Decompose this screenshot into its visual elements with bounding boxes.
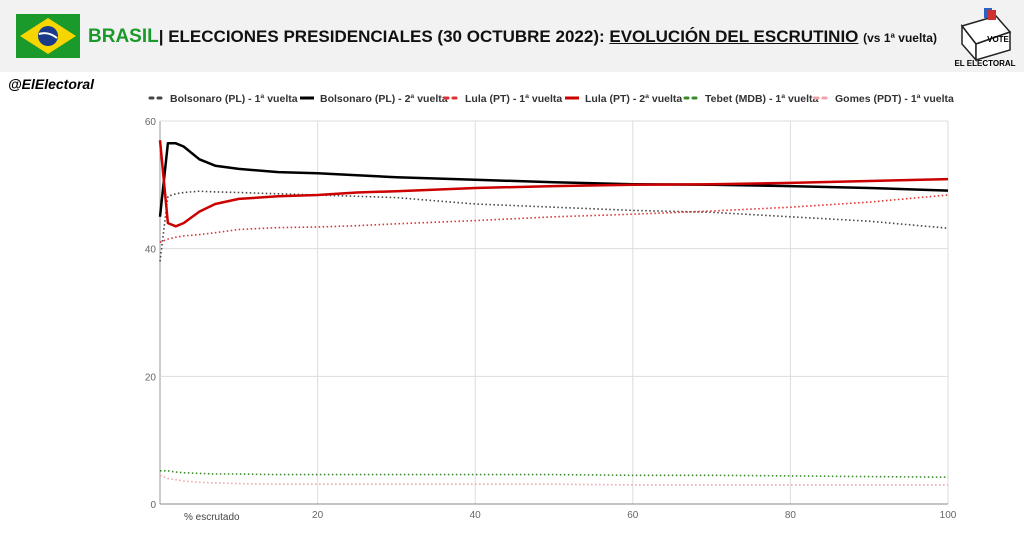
flag <box>16 14 80 58</box>
series-line <box>158 140 949 228</box>
legend-label: Lula (PT) - 2ª vuelta <box>585 93 682 105</box>
title-main: | ELECCIONES PRESIDENCIALES (30 OCTUBRE … <box>158 27 610 46</box>
logo-name: EL ELECTORAL <box>954 59 1015 68</box>
series-line <box>158 142 949 217</box>
x-tick-label: 80 <box>785 510 797 521</box>
chart: 0 20 40 60 20 40 60 80 100 % escrutado Bolsonaro (… <box>145 93 957 523</box>
series-line <box>159 474 948 486</box>
title-country: BRASIL <box>88 26 159 47</box>
x-tick-label: 20 <box>312 510 324 521</box>
y-tick-label: 20 <box>145 372 157 383</box>
handle: @ElElectoral <box>8 76 95 92</box>
x-tick-label: 60 <box>627 510 639 521</box>
logo-vote: VOTE <box>987 35 1009 44</box>
x-tick-label: 100 <box>940 510 957 521</box>
y-tick-label: 40 <box>145 245 157 256</box>
logo: VOTE EL ELECTORAL <box>954 8 1016 68</box>
x-axis-label: % escrutado <box>184 512 240 523</box>
y-tick-label: 0 <box>150 500 156 511</box>
title-emph: EVOLUCIÓN DEL ESCRUTINIO <box>609 27 859 46</box>
series-line <box>160 470 949 478</box>
title-note: (vs 1ª vuelta) <box>863 31 937 45</box>
title: BRASIL| ELECCIONES PRESIDENCIALES (30 OC… <box>88 26 937 48</box>
legend-label: Gomes (PDT) - 1ª vuelta <box>835 93 954 105</box>
legend-label: Tebet (MDB) - 1ª vuelta <box>705 93 819 105</box>
x-tick-label: 40 <box>470 510 482 521</box>
legend-label: Bolsonaro (PL) - 1ª vuelta <box>170 93 298 105</box>
series-line <box>159 190 949 262</box>
legend-label: Lula (PT) - 1ª vuelta <box>465 93 562 105</box>
legend-label: Bolsonaro (PL) - 2ª vuelta <box>320 93 448 105</box>
header: BRASIL| ELECCIONES PRESIDENCIALES (30 OC… <box>0 0 1024 72</box>
y-tick-label: 60 <box>145 117 157 128</box>
